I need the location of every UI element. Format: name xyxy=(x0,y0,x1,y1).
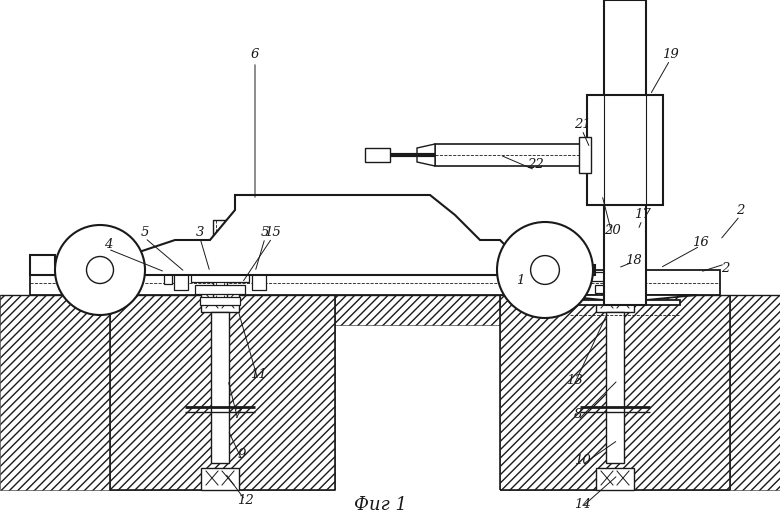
Polygon shape xyxy=(553,295,697,300)
Text: 17: 17 xyxy=(633,209,651,222)
Bar xyxy=(30,270,720,295)
Bar xyxy=(252,268,266,290)
Bar xyxy=(201,290,239,312)
Polygon shape xyxy=(417,144,435,166)
Text: 4: 4 xyxy=(104,238,112,252)
Text: 8: 8 xyxy=(574,408,582,422)
Text: Фиг 1: Фиг 1 xyxy=(353,496,406,514)
Bar xyxy=(596,468,634,490)
Bar xyxy=(174,268,188,290)
Text: 13: 13 xyxy=(566,373,583,386)
Text: 2: 2 xyxy=(736,203,744,217)
Text: 12: 12 xyxy=(236,494,254,506)
Text: 2: 2 xyxy=(721,262,729,275)
Text: 6: 6 xyxy=(251,49,259,62)
Circle shape xyxy=(55,225,145,315)
Bar xyxy=(570,300,680,305)
Bar xyxy=(579,137,591,173)
Text: 7: 7 xyxy=(234,408,242,422)
Bar xyxy=(595,285,635,293)
Text: 22: 22 xyxy=(526,158,544,172)
Bar xyxy=(606,312,624,463)
Text: 9: 9 xyxy=(238,449,246,461)
Bar xyxy=(365,148,390,162)
Text: 20: 20 xyxy=(604,223,620,236)
Bar xyxy=(435,144,587,166)
Bar xyxy=(596,290,634,312)
Bar xyxy=(587,95,663,205)
Bar xyxy=(590,272,640,281)
Polygon shape xyxy=(0,295,110,490)
Text: 21: 21 xyxy=(573,119,590,131)
Bar xyxy=(604,0,646,305)
Text: 10: 10 xyxy=(573,453,590,467)
Circle shape xyxy=(530,256,559,285)
Text: 14: 14 xyxy=(573,498,590,511)
Text: 11: 11 xyxy=(250,369,267,381)
Bar xyxy=(213,220,227,300)
Bar xyxy=(200,297,240,305)
Polygon shape xyxy=(110,295,335,490)
Bar xyxy=(201,468,239,490)
Polygon shape xyxy=(30,195,595,275)
Circle shape xyxy=(497,222,593,318)
Bar xyxy=(195,285,245,294)
Polygon shape xyxy=(730,295,780,325)
Bar xyxy=(191,272,249,282)
Polygon shape xyxy=(730,295,780,490)
Bar xyxy=(211,312,229,463)
Bar xyxy=(608,220,622,300)
Polygon shape xyxy=(500,295,730,490)
Text: 19: 19 xyxy=(661,49,679,62)
Polygon shape xyxy=(335,295,500,325)
Text: 5: 5 xyxy=(261,225,269,238)
Bar xyxy=(164,268,172,284)
Text: 5: 5 xyxy=(141,225,149,238)
Text: 18: 18 xyxy=(625,254,641,267)
Text: 3: 3 xyxy=(196,225,204,238)
Text: 16: 16 xyxy=(692,235,708,248)
Text: 1: 1 xyxy=(516,274,524,287)
Text: 15: 15 xyxy=(264,225,280,238)
Polygon shape xyxy=(0,295,110,325)
Circle shape xyxy=(87,256,114,283)
